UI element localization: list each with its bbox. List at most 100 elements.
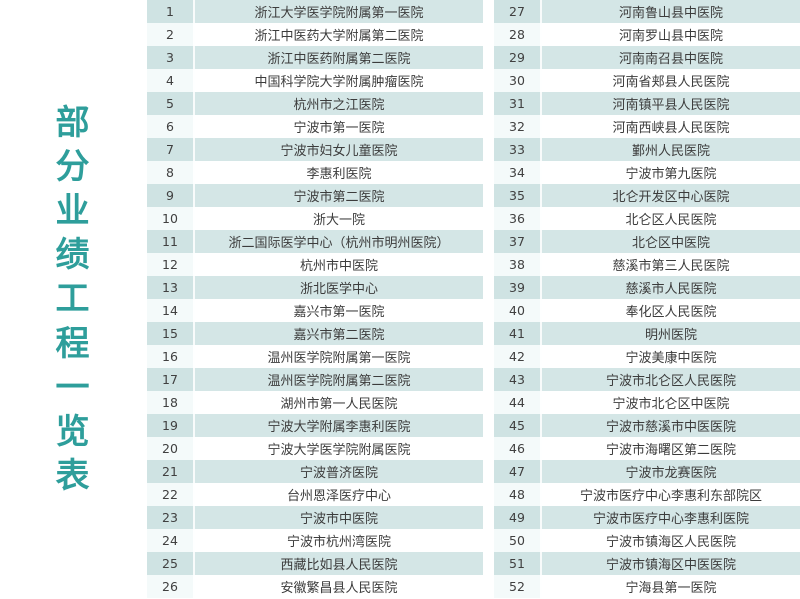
table-row[interactable]: 24 宁波市杭州湾医院 — [147, 529, 483, 552]
table-row[interactable]: 21 宁波普济医院 — [147, 460, 483, 483]
row-number: 41 — [494, 322, 542, 345]
row-number: 38 — [494, 253, 542, 276]
table-row[interactable]: 37 北仑区中医院 — [494, 230, 800, 253]
table-row[interactable]: 40 奉化区人民医院 — [494, 299, 800, 322]
row-number: 3 — [147, 46, 195, 69]
hospital-name: 中国科学院大学附属肿瘤医院 — [254, 75, 424, 90]
row-number: 1 — [147, 0, 195, 23]
table-row[interactable]: 11 浙二国际医学中心（杭州市明州医院） — [147, 230, 483, 253]
hospital-name: 安徽繁昌县人民医院 — [280, 581, 398, 596]
hospital-name: 河南鲁山县中医院 — [618, 6, 723, 21]
table-row[interactable]: 52 宁海县第一医院 — [494, 575, 800, 598]
table-row[interactable]: 34 宁波市第九医院 — [494, 161, 800, 184]
table-row[interactable]: 36 北仑区人民医院 — [494, 207, 800, 230]
table-row[interactable]: 39 慈溪市人民医院 — [494, 276, 800, 299]
hospital-name: 浙二国际医学中心（杭州市明州医院） — [228, 236, 450, 251]
table-row[interactable]: 28 河南罗山县中医院 — [494, 23, 800, 46]
table-row[interactable]: 14 嘉兴市第一医院 — [147, 299, 483, 322]
table-row[interactable]: 7 宁波市妇女儿童医院 — [147, 138, 483, 161]
hospital-name: 宁波市杭州湾医院 — [286, 535, 391, 550]
table-row[interactable]: 31 河南镇平县人民医院 — [494, 92, 800, 115]
hospital-name: 宁波市北仑区中医院 — [612, 397, 730, 412]
row-number: 51 — [494, 552, 542, 575]
row-number: 16 — [147, 345, 195, 368]
table-row[interactable]: 4 中国科学院大学附属肿瘤医院 — [147, 69, 483, 92]
table-row[interactable]: 45 宁波市慈溪市中医医院 — [494, 414, 800, 437]
table-row[interactable]: 50 宁波市镇海区人民医院 — [494, 529, 800, 552]
table-row[interactable]: 17 温州医学院附属第二医院 — [147, 368, 483, 391]
table-row[interactable]: 33 鄞州人民医院 — [494, 138, 800, 161]
hospital-name: 浙大一院 — [312, 213, 365, 228]
table-row[interactable]: 13 浙北医学中心 — [147, 276, 483, 299]
table-row[interactable]: 29 河南南召县中医院 — [494, 46, 800, 69]
hospital-table-right: 27 河南鲁山县中医院 28 河南罗山县中医院 29 河南南召县中医院 30 河南省郏县人民医… — [494, 0, 800, 598]
row-number: 50 — [494, 529, 542, 552]
table-row[interactable]: 42 宁波美康中医院 — [494, 345, 800, 368]
hospital-name: 河南罗山县中医院 — [618, 29, 723, 44]
hospital-name: 河南镇平县人民医院 — [612, 98, 730, 113]
vertical-title: 部分业绩工程一览表 — [0, 0, 145, 599]
table-row[interactable]: 16 温州医学院附属第一医院 — [147, 345, 483, 368]
table-row[interactable]: 43 宁波市北仑区人民医院 — [494, 368, 800, 391]
row-number: 42 — [494, 345, 542, 368]
row-number: 15 — [147, 322, 195, 345]
row-number: 2 — [147, 23, 195, 46]
page-title: 部分业绩工程一览表 — [56, 101, 90, 499]
table-row[interactable]: 32 河南西峡县人民医院 — [494, 115, 800, 138]
hospital-name: 慈溪市人民医院 — [625, 282, 717, 297]
row-number: 4 — [147, 69, 195, 92]
hospital-name: 北仑开发区中心医院 — [612, 190, 730, 205]
table-row[interactable]: 49 宁波市医疗中心李惠利医院 — [494, 506, 800, 529]
table-row[interactable]: 8 李惠利医院 — [147, 161, 483, 184]
title-char: 工 — [55, 279, 90, 320]
table-row[interactable]: 44 宁波市北仑区中医院 — [494, 391, 800, 414]
hospital-name: 台州恩泽医疗中心 — [286, 489, 391, 504]
row-number: 40 — [494, 299, 542, 322]
title-char: 绩 — [55, 235, 90, 276]
hospital-name: 嘉兴市第一医院 — [293, 305, 385, 320]
hospital-name: 杭州市之江医院 — [293, 98, 385, 113]
table-row[interactable]: 9 宁波市第二医院 — [147, 184, 483, 207]
table-row[interactable]: 1 浙江大学医学院附属第一医院 — [147, 0, 483, 23]
hospital-name: 宁海县第一医院 — [625, 581, 717, 596]
hospital-name: 宁波市第二医院 — [293, 190, 385, 205]
table-row[interactable]: 15 嘉兴市第二医院 — [147, 322, 483, 345]
table-row[interactable]: 12 杭州市中医院 — [147, 253, 483, 276]
hospital-name: 河南省郏县人民医院 — [612, 75, 730, 90]
hospital-name: 鄞州人民医院 — [631, 144, 710, 159]
hospital-name: 浙江大学医学院附属第一医院 — [254, 6, 424, 21]
table-row[interactable]: 18 湖州市第一人民医院 — [147, 391, 483, 414]
row-number: 30 — [494, 69, 542, 92]
hospital-name: 宁波市镇海区中医医院 — [605, 558, 736, 573]
row-number: 22 — [147, 483, 195, 506]
table-row[interactable]: 46 宁波市海曙区第二医院 — [494, 437, 800, 460]
table-row[interactable]: 3 浙江中医药附属第二医院 — [147, 46, 483, 69]
table-row[interactable]: 10 浙大一院 — [147, 207, 483, 230]
hospital-name: 嘉兴市第二医院 — [293, 328, 385, 343]
table-row[interactable]: 5 杭州市之江医院 — [147, 92, 483, 115]
table-row[interactable]: 23 宁波市中医院 — [147, 506, 483, 529]
table-row[interactable]: 19 宁波大学附属李惠利医院 — [147, 414, 483, 437]
table-row[interactable]: 6 宁波市第一医院 — [147, 115, 483, 138]
table-row[interactable]: 20 宁波大学医学院附属医院 — [147, 437, 483, 460]
table-row[interactable]: 22 台州恩泽医疗中心 — [147, 483, 483, 506]
hospital-name: 奉化区人民医院 — [625, 305, 717, 320]
hospital-table-left: 1 浙江大学医学院附属第一医院 2 浙江中医药大学附属第二医院 3 浙江中医药附属第二医院… — [147, 0, 483, 598]
hospital-name: 宁波市第一医院 — [293, 121, 385, 136]
table-row[interactable]: 51 宁波市镇海区中医医院 — [494, 552, 800, 575]
table-row[interactable]: 25 西藏比如县人民医院 — [147, 552, 483, 575]
table-row[interactable]: 2 浙江中医药大学附属第二医院 — [147, 23, 483, 46]
table-row[interactable]: 26 安徽繁昌县人民医院 — [147, 575, 483, 598]
table-row[interactable]: 41 明州医院 — [494, 322, 800, 345]
table-row[interactable]: 27 河南鲁山县中医院 — [494, 0, 800, 23]
table-row[interactable]: 47 宁波市龙赛医院 — [494, 460, 800, 483]
hospital-name: 浙江中医药附属第二医院 — [267, 52, 411, 67]
row-number: 39 — [494, 276, 542, 299]
hospital-name: 宁波大学医学院附属医院 — [267, 443, 411, 458]
title-char: 业 — [55, 191, 90, 232]
table-row[interactable]: 30 河南省郏县人民医院 — [494, 69, 800, 92]
table-row[interactable]: 35 北仑开发区中心医院 — [494, 184, 800, 207]
table-row[interactable]: 48 宁波市医疗中心李惠利东部院区 — [494, 483, 800, 506]
table-row[interactable]: 38 慈溪市第三人民医院 — [494, 253, 800, 276]
